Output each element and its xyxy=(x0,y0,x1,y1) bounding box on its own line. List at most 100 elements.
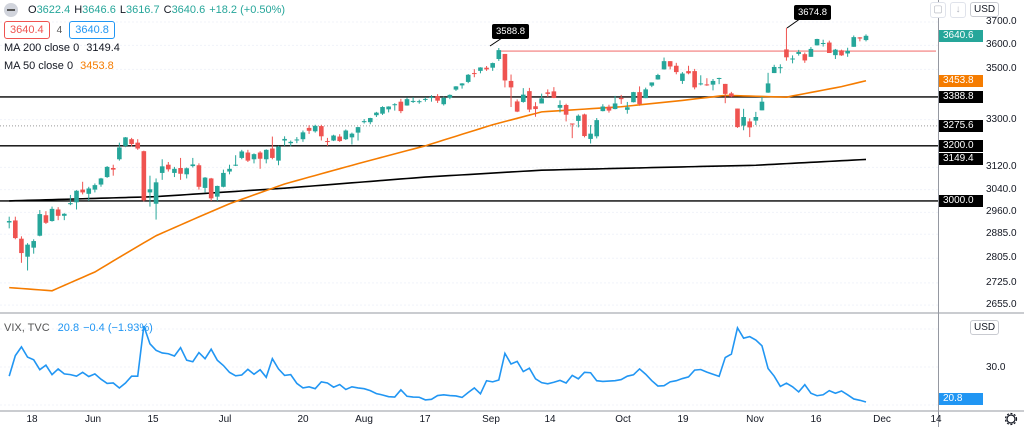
candle-body xyxy=(147,189,153,193)
candle-body xyxy=(661,61,667,70)
candle-body xyxy=(557,104,563,108)
gear-icon[interactable] xyxy=(1004,412,1018,426)
candle xyxy=(527,87,532,113)
time-tick: Jul xyxy=(218,414,232,425)
ma50-value: 3453.8 xyxy=(80,60,114,72)
candle-body xyxy=(257,152,263,159)
candle xyxy=(741,108,746,131)
ma200-value: 3149.4 xyxy=(86,42,120,54)
vix-line xyxy=(8,325,867,403)
candle xyxy=(625,101,630,114)
candle xyxy=(184,167,189,179)
candle-body xyxy=(386,106,391,110)
open-value: 3622.4 xyxy=(36,4,71,16)
high-callout[interactable]: 3588.8 xyxy=(492,24,530,39)
candle xyxy=(447,94,453,100)
candle-body xyxy=(196,165,202,187)
currency-button[interactable]: USD xyxy=(970,2,1000,17)
candle-body xyxy=(159,166,165,173)
candle xyxy=(221,169,226,188)
candle xyxy=(582,113,587,138)
candle-body xyxy=(423,98,428,100)
candle-body xyxy=(863,35,869,41)
candle-body xyxy=(551,91,557,98)
candle xyxy=(135,139,141,150)
arrow-down-icon[interactable]: ↓ xyxy=(950,2,966,18)
candle-body xyxy=(447,94,453,98)
candle xyxy=(312,124,318,133)
candle-body xyxy=(649,82,655,86)
vix-legend[interactable]: VIX, TVC 20.8 −0.4 (−1.93%) xyxy=(4,322,153,334)
time-tick: Dec xyxy=(873,414,891,425)
candle xyxy=(643,87,648,99)
candle-body xyxy=(331,135,336,141)
ma50-line xyxy=(9,79,867,292)
time-tick: Jun xyxy=(84,414,102,425)
candle-body xyxy=(349,133,355,138)
ohlc-legend: O 3622.4 H 3646.6 L 3616.7 C 3640.6 +18.2 (+… xyxy=(4,3,285,17)
candle xyxy=(459,83,465,89)
candle-body xyxy=(300,132,306,140)
candle xyxy=(270,136,275,160)
vix-change: −0.4 (−1.93%) xyxy=(83,322,153,334)
candle-body xyxy=(392,104,398,106)
candle-body xyxy=(270,148,275,158)
buy-button[interactable]: 3640.8 xyxy=(69,21,115,39)
candle xyxy=(661,57,667,70)
candle-body xyxy=(784,49,789,58)
price-tick: 3040.0 xyxy=(986,183,1017,195)
candle-body xyxy=(808,48,814,57)
candle xyxy=(563,103,569,122)
candle-body xyxy=(282,138,287,141)
candle xyxy=(576,114,581,128)
candle-body xyxy=(833,49,838,56)
candle xyxy=(808,47,814,57)
ma50-legend[interactable]: MA 50 close 0 3453.8 xyxy=(4,60,114,72)
spread-value: 4 xyxy=(56,24,63,36)
candle xyxy=(508,74,514,108)
candle xyxy=(55,207,61,221)
candle-body xyxy=(631,92,636,103)
candle-body xyxy=(778,67,783,69)
time-tick: Aug xyxy=(355,414,373,425)
candle-body xyxy=(802,54,808,61)
ma200-legend[interactable]: MA 200 close 0 3149.4 xyxy=(4,42,120,54)
sell-button[interactable]: 3640.4 xyxy=(4,21,50,39)
price-tick: 2725.0 xyxy=(986,276,1017,288)
candle-body xyxy=(202,177,208,188)
minus-circle-icon[interactable] xyxy=(4,3,18,17)
candle xyxy=(851,35,857,47)
candle-body xyxy=(741,117,746,126)
candle xyxy=(845,47,850,57)
candle-body xyxy=(208,178,214,199)
candle-body xyxy=(673,65,679,73)
candle-body xyxy=(306,127,312,131)
candle-body xyxy=(582,114,587,137)
candle-body xyxy=(839,50,844,56)
candle-body xyxy=(563,104,569,115)
candle xyxy=(380,106,385,115)
high-callout[interactable]: 3674.8 xyxy=(794,5,832,20)
candle-body xyxy=(453,86,459,90)
candle-body xyxy=(704,84,710,86)
candle-body xyxy=(539,98,544,104)
candle-body xyxy=(129,139,134,144)
price-badge: 3453.8 xyxy=(939,74,983,87)
frame-icon[interactable]: ▢ xyxy=(930,2,946,18)
candle-body xyxy=(13,220,18,239)
candle xyxy=(86,186,92,201)
vix-currency-button[interactable]: USD xyxy=(970,320,1000,335)
candle xyxy=(374,111,379,118)
candle xyxy=(435,94,440,103)
candle-body xyxy=(367,118,373,123)
candle-body xyxy=(312,125,318,132)
candle xyxy=(857,37,863,42)
candle xyxy=(141,150,147,202)
candle-body xyxy=(251,154,257,160)
candle-body xyxy=(153,182,159,204)
candle xyxy=(68,194,73,206)
candle xyxy=(569,123,575,139)
candle xyxy=(490,62,495,71)
candle-body xyxy=(851,37,857,47)
